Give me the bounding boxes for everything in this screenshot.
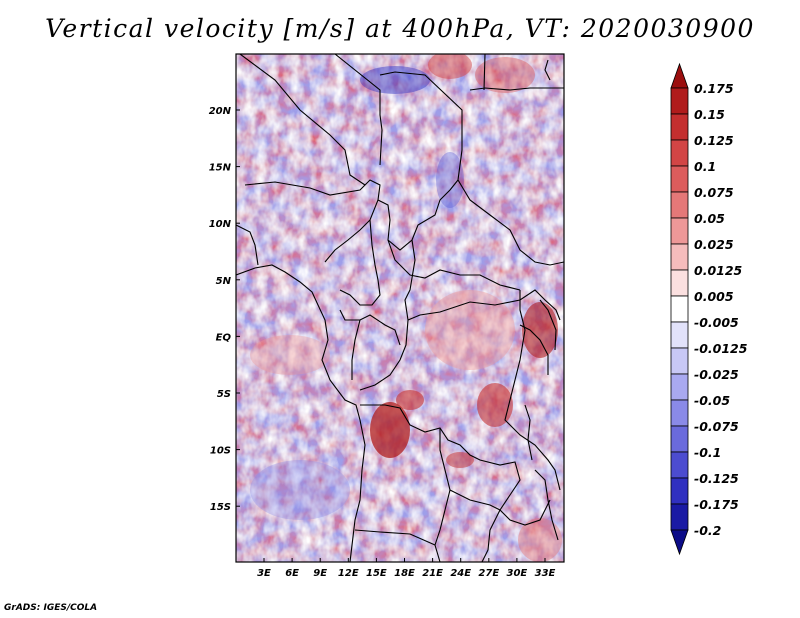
lat-label: 5S — [217, 389, 231, 400]
colorbar-label: 0.175 — [694, 81, 734, 96]
lat-label: 5N — [216, 276, 232, 287]
colorbar-label: 0.1 — [694, 159, 716, 174]
colorbar-segment — [670, 503, 689, 531]
lat-label: 15S — [210, 502, 231, 513]
colorbar-segment — [670, 425, 689, 453]
colorbar-label: -0.005 — [694, 315, 739, 330]
colorbar-segment — [670, 113, 689, 141]
colorbar-label: -0.025 — [694, 367, 739, 382]
lat-label: 10S — [210, 446, 231, 457]
chart-title: Vertical velocity [m/s] at 400hPa, VT: 2… — [45, 14, 755, 43]
colorbar-segment — [670, 87, 689, 115]
lon-label: 9E — [313, 568, 327, 579]
lon-label: 6E — [285, 568, 299, 579]
colorbar-segment — [670, 139, 689, 167]
lon-label: 3E — [257, 568, 271, 579]
colorbar-segment — [670, 321, 689, 349]
colorbar-segment — [670, 243, 689, 271]
colorbar-label: 0.075 — [694, 185, 734, 200]
lon-label: 18E — [394, 568, 415, 579]
colorbar — [670, 62, 689, 556]
lon-label: 24E — [450, 568, 471, 579]
colorbar-max-arrow — [670, 62, 689, 89]
colorbar-label: 0.025 — [694, 237, 734, 252]
colorbar-label: 0.15 — [694, 107, 725, 122]
colorbar-label: -0.05 — [694, 393, 730, 408]
colorbar-label: -0.2 — [694, 523, 721, 538]
lat-label: 10N — [209, 219, 232, 230]
colorbar-segment — [670, 347, 689, 375]
colorbar-label: -0.175 — [694, 497, 739, 512]
grads-credit: GrADS: IGES/COLA — [4, 603, 98, 613]
colorbar-segment — [670, 373, 689, 401]
colorbar-segment — [670, 295, 689, 323]
latitude-labels: 20N 15N 10N 5N EQ 5S 10S 15S — [209, 106, 232, 513]
colorbar-segment — [670, 165, 689, 193]
colorbar-label: -0.1 — [694, 445, 721, 460]
lon-label: 33E — [535, 568, 556, 579]
colorbar-label: 0.005 — [694, 289, 734, 304]
lon-label: 21E — [422, 568, 443, 579]
colorbar-label: -0.0125 — [694, 341, 748, 356]
colorbar-labels: 0.175 0.15 0.125 0.1 0.075 0.05 0.025 0.0125 0.0… — [694, 81, 748, 538]
lat-label: EQ — [216, 332, 232, 343]
lon-label: 30E — [507, 568, 528, 579]
colorbar-segment — [670, 269, 689, 297]
velocity-field — [236, 54, 564, 562]
colorbar-min-arrow — [670, 529, 689, 556]
colorbar-segment — [670, 191, 689, 219]
map-frame — [235, 53, 565, 563]
lat-label: 20N — [209, 106, 232, 117]
colorbar-label: 0.125 — [694, 133, 734, 148]
axis-ticks — [236, 109, 546, 562]
colorbar-label: -0.125 — [694, 471, 739, 486]
colorbar-segment — [670, 217, 689, 245]
colorbar-label: -0.075 — [694, 419, 739, 434]
colorbar-label: 0.05 — [694, 211, 725, 226]
lon-label: 12E — [338, 568, 359, 579]
lon-label: 27E — [478, 568, 499, 579]
colorbar-label: 0.0125 — [694, 263, 743, 278]
country-borders — [236, 54, 564, 562]
lat-label: 15N — [209, 163, 232, 174]
colorbar-segment — [670, 451, 689, 479]
colorbar-segment — [670, 399, 689, 427]
lon-label: 15E — [366, 568, 387, 579]
colorbar-segment — [670, 477, 689, 505]
longitude-labels: 3E 6E 9E 12E 15E 18E 21E 24E 27E 30E 33E — [257, 568, 555, 579]
